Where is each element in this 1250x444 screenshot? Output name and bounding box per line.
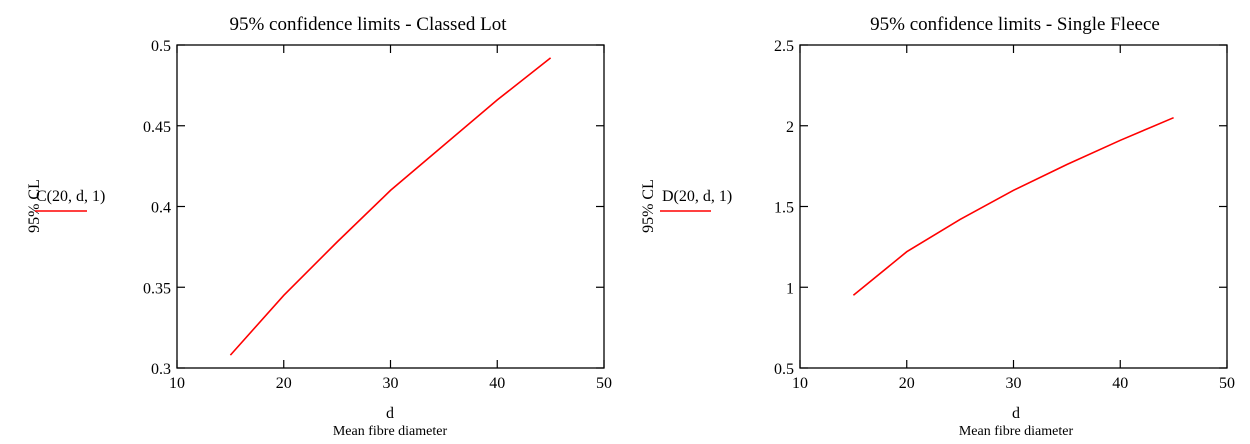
chart-title: 95% confidence limits - Classed Lot: [229, 14, 507, 35]
y-axis-label: 95% CL: [26, 179, 43, 233]
y-axis-label: 95% CL: [640, 179, 657, 233]
y-tick-label: 0.5: [151, 38, 171, 55]
y-tick-label: 0.35: [143, 280, 171, 297]
chart-single-fleece: 95% confidence limits - Single Fleece 0.…: [640, 14, 1235, 439]
x-tick-label: 30: [383, 375, 399, 392]
y-tick-label: 1.5: [774, 200, 794, 217]
x-tick-label: 40: [489, 375, 505, 392]
x-tick-label: 50: [1219, 375, 1235, 392]
y-tick-label: 0.45: [143, 119, 171, 136]
y-tick-label: 1: [786, 280, 794, 297]
x-tick-label: 50: [596, 375, 612, 392]
legend-label: D(20, d, 1): [662, 188, 732, 205]
x-tick-label: 20: [276, 375, 292, 392]
x-axis-label: d: [1012, 405, 1020, 422]
y-tick-label: 0.4: [151, 200, 171, 217]
y-tick-label: 2: [786, 119, 794, 136]
y-tick-label: 0.5: [774, 361, 794, 378]
legend-label: C(20, d, 1): [36, 188, 105, 205]
chart-title: 95% confidence limits - Single Fleece: [870, 14, 1160, 35]
x-axis-sublabel: Mean fibre diameter: [333, 424, 448, 439]
y-tick-label: 0.3: [151, 361, 171, 378]
x-tick-label: 10: [169, 375, 185, 392]
plot-frame: [176, 44, 605, 369]
x-tick-label: 30: [1006, 375, 1022, 392]
x-tick-label: 10: [792, 375, 808, 392]
plot-frame: [799, 44, 1228, 369]
series-line: [229, 57, 552, 356]
x-axis-label: d: [386, 405, 394, 422]
y-tick-label: 2.5: [774, 38, 794, 55]
x-axis-sublabel: Mean fibre diameter: [959, 424, 1074, 439]
x-tick-label: 40: [1112, 375, 1128, 392]
x-tick-label: 20: [899, 375, 915, 392]
chart-classed-lot: 95% confidence limits - Classed Lot 0.3 0…: [26, 14, 612, 439]
series-line: [852, 116, 1174, 296]
